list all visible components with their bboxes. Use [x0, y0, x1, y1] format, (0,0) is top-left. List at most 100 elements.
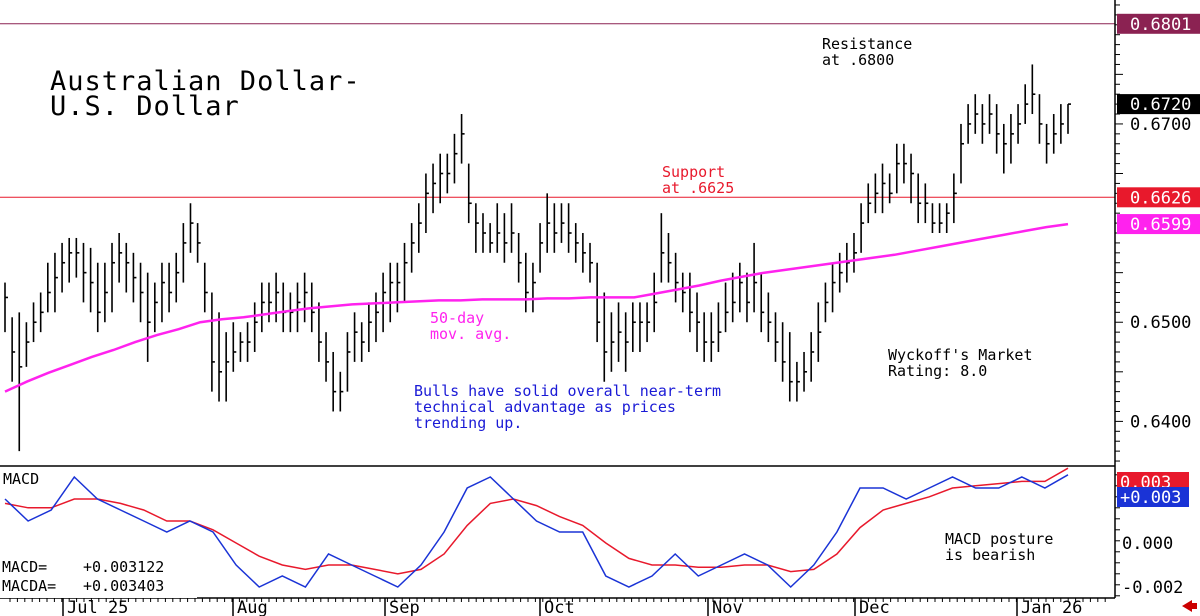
- price-bar: [539, 223, 544, 273]
- price-bar: [232, 322, 237, 372]
- x-tick-label: Dec: [859, 598, 890, 616]
- price-bar: [988, 94, 993, 134]
- price-bar: [54, 252, 58, 313]
- price-bar: [11, 317, 16, 382]
- price-bar: [175, 252, 180, 303]
- price-bars: [4, 64, 1071, 452]
- price-bar: [61, 242, 66, 293]
- price-bar: [810, 332, 815, 382]
- price-bar: [4, 282, 8, 333]
- price-bar: [646, 302, 651, 343]
- x-axis-ticks: [9, 598, 1106, 616]
- macd-readout-label: MACD=: [2, 558, 47, 576]
- price-bar: [995, 104, 1000, 154]
- wyckoff-rating-1: Wyckoff's Market: [888, 346, 1033, 364]
- macd-tag: [1117, 487, 1189, 507]
- resistance-annotation-1: Resistance: [822, 35, 912, 53]
- price-bar: [211, 292, 215, 392]
- price-bar: [895, 143, 900, 194]
- x-tick-label: Nov: [712, 598, 743, 616]
- price-bar: [118, 233, 123, 283]
- price-bar: [360, 322, 365, 362]
- price-bar: [881, 163, 886, 214]
- price-bar: [1067, 103, 1071, 134]
- price-bar: [1002, 123, 1007, 174]
- bulls-annotation-1: Bulls have solid overall near-term: [414, 382, 721, 400]
- x-tick-label: Sep: [389, 598, 420, 616]
- price-bar: [339, 371, 344, 412]
- price-bar: [353, 312, 358, 362]
- price-bar: [567, 203, 572, 253]
- support-annotation-2: at .6625: [662, 179, 734, 197]
- price-bar: [332, 351, 337, 412]
- price-bar: [753, 242, 758, 313]
- price-bar: [760, 272, 765, 333]
- price-bar: [125, 242, 130, 293]
- price-bar: [318, 302, 322, 362]
- price-bar: [467, 163, 472, 224]
- price-bar: [910, 153, 915, 204]
- price-bar: [689, 272, 693, 333]
- price-bar: [596, 262, 601, 343]
- ma-annotation-1: 50-day: [430, 309, 484, 327]
- support-annotation-1: Support: [662, 163, 725, 181]
- price-bar: [867, 183, 872, 224]
- price-bar: [838, 252, 843, 293]
- price-bar: [182, 223, 187, 283]
- macda-readout-value: +0.003403: [83, 577, 164, 595]
- price-bar: [1060, 104, 1064, 144]
- price-bar: [624, 312, 629, 372]
- price-tick-labels: 0.6400 0.6500 0.6700: [1130, 115, 1191, 432]
- price-bar: [874, 173, 879, 214]
- price-bar: [817, 302, 822, 362]
- price-tag-label: 0.6626: [1130, 188, 1191, 208]
- macd-lines: [4, 467, 1069, 589]
- price-bar: [524, 252, 529, 313]
- price-bar: [1031, 64, 1036, 115]
- price-bar: [846, 242, 850, 283]
- price-bar: [246, 322, 251, 362]
- price-bar: [325, 332, 330, 382]
- moving-average: [4, 222, 1069, 393]
- price-bar: [18, 312, 23, 452]
- x-axis-labels: Jul 25 Aug Sep Oct Nov Dec Jan 26: [67, 598, 1082, 616]
- bulls-annotation-2: technical advantage as prices: [414, 398, 676, 416]
- price-tag-label: 0.6599: [1130, 215, 1191, 235]
- price-bar: [703, 312, 708, 362]
- price-tick-label: 0.6400: [1130, 412, 1191, 432]
- price-bar: [632, 302, 636, 352]
- wyckoff-rating-2: Rating: 8.0: [888, 362, 987, 380]
- price-bar: [389, 262, 394, 323]
- price-bar: [1045, 123, 1050, 164]
- price-bar: [396, 262, 401, 313]
- price-bar: [960, 123, 964, 184]
- price-bar: [75, 237, 80, 278]
- price-bar: [781, 322, 786, 382]
- left-arrow-icon[interactable]: [1182, 600, 1197, 612]
- price-bar: [774, 312, 779, 362]
- price-bar: [1052, 114, 1057, 154]
- price-bar: [146, 272, 151, 362]
- price-bar: [432, 163, 437, 214]
- price-bar: [739, 262, 743, 313]
- price-bar: [589, 242, 594, 283]
- price-bar: [717, 302, 722, 352]
- price-bar: [824, 282, 829, 323]
- price-tag: [1117, 214, 1200, 235]
- price-bar: [517, 233, 522, 283]
- macd-panel-title: MACD: [3, 470, 39, 488]
- price-bar: [25, 322, 30, 367]
- price-bar: [104, 262, 108, 323]
- price-bar: [410, 223, 415, 273]
- price-bar: [981, 104, 986, 144]
- price-bar: [253, 302, 258, 352]
- price-bar: [510, 203, 515, 253]
- price-bar: [731, 272, 736, 323]
- x-tick-label: Jul 25: [67, 598, 128, 616]
- price-tag: [1117, 94, 1200, 115]
- price-bar: [803, 351, 808, 392]
- price-bar: [796, 361, 800, 402]
- price-bar: [68, 237, 73, 283]
- price-bar: [696, 292, 701, 352]
